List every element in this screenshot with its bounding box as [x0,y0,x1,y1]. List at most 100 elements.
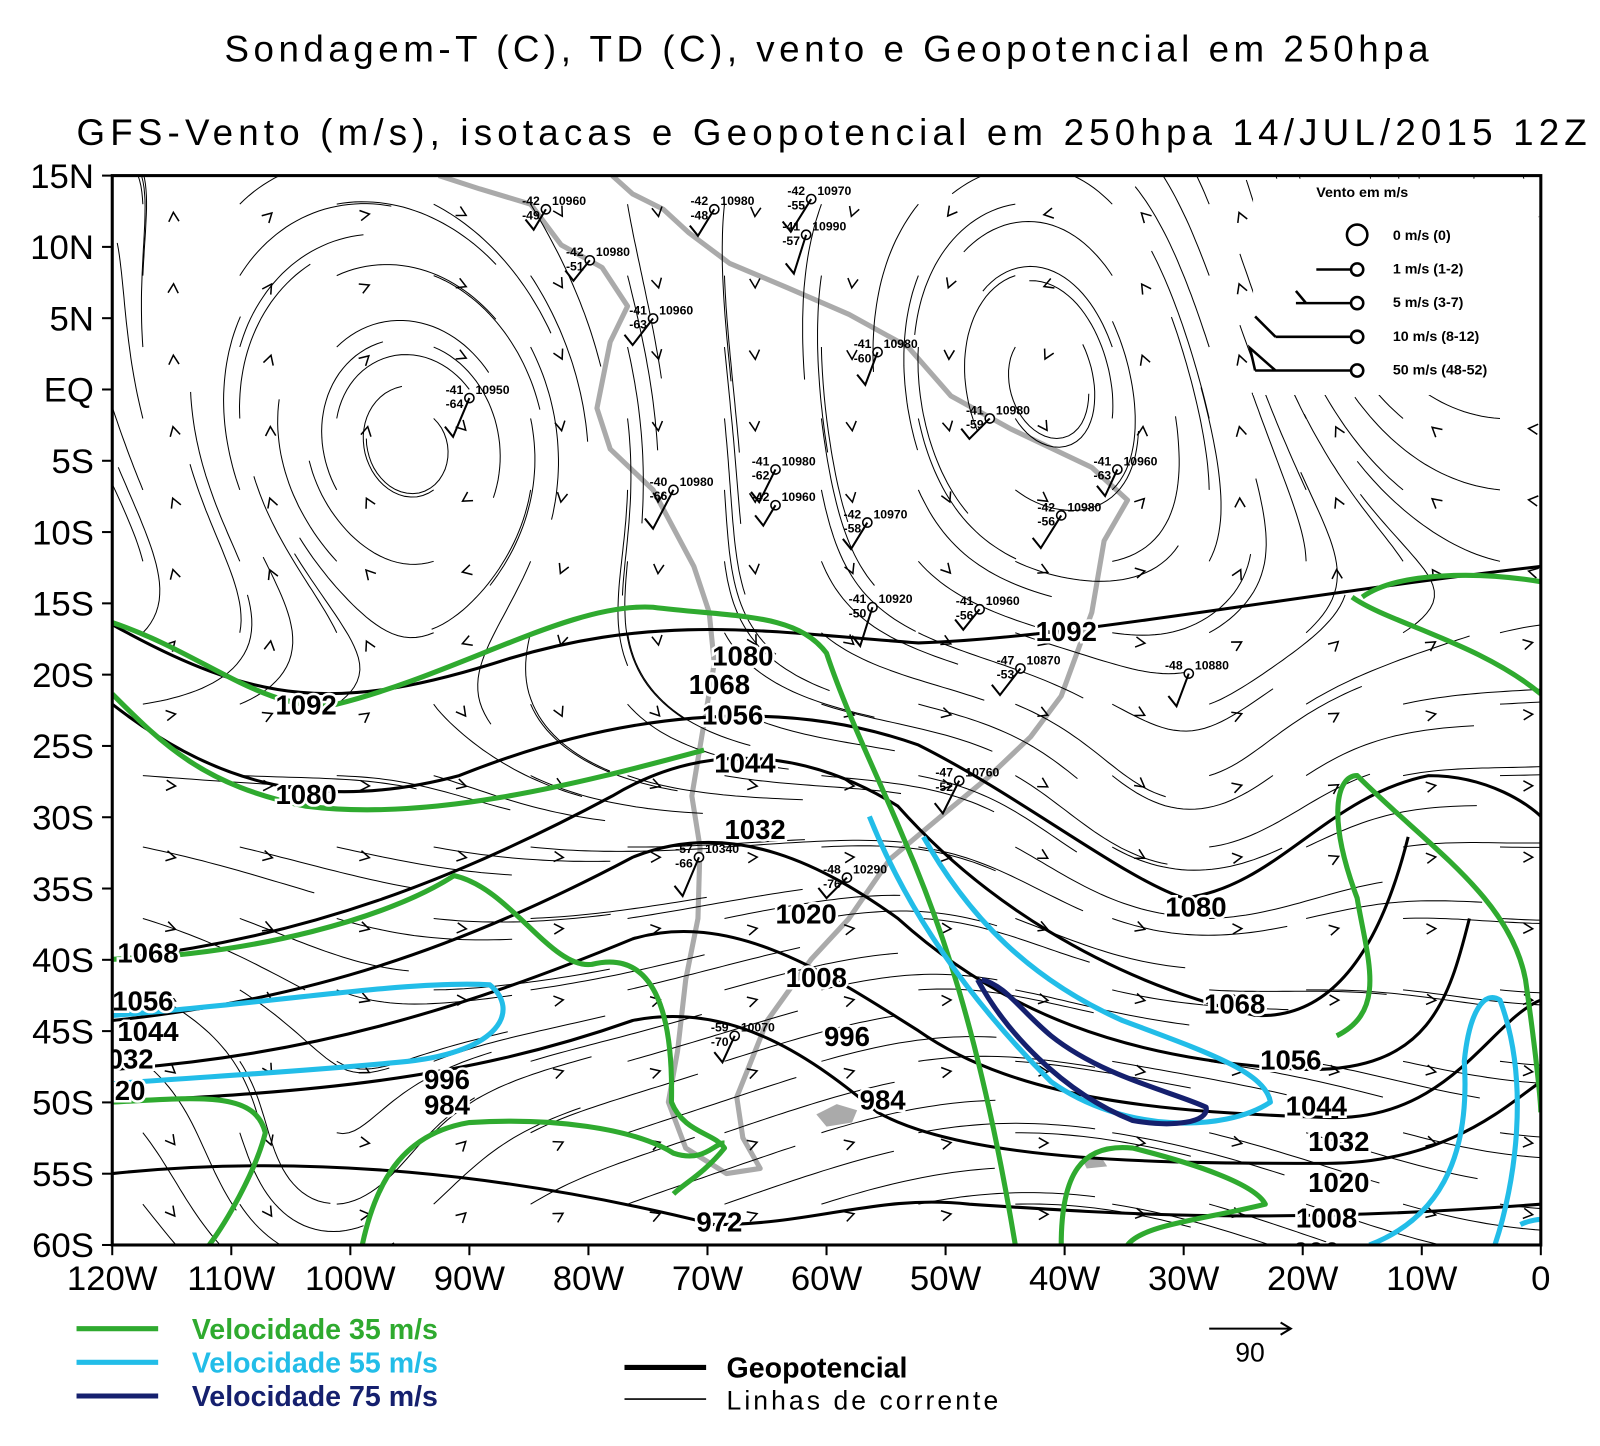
streamline [1112,989,1289,1011]
flow-arrow [1037,993,1050,1005]
streamline [627,1010,798,1062]
flow-arrow [843,924,856,936]
streamline [1029,280,1114,419]
station-temperature: -48 [1165,658,1183,672]
flow-arrow [455,419,467,432]
streamline [294,553,361,705]
flow-arrow [165,709,178,722]
flow-arrow [1235,425,1247,437]
flow-arrow [1334,425,1345,438]
streamline [433,1107,581,1205]
streamline [917,347,969,514]
flow-arrow [365,496,376,509]
flow-arrow [1136,425,1149,437]
flow-arrow [262,353,274,366]
streamline [1208,478,1267,634]
flow-arrow [746,1211,759,1223]
isotach-55 [112,981,506,1087]
station-temperature: -42 [690,194,708,208]
streamline [142,1203,177,1245]
flow-arrow [1134,992,1147,1005]
flow-arrow [261,211,273,224]
flow-arrow [1522,1136,1535,1148]
streamline [142,989,259,1117]
flow-arrow [1328,1135,1341,1147]
station-dewpoint: -64 [446,397,464,411]
flow-arrow [844,779,856,791]
flow-arrow [1236,353,1248,366]
station-temperature: -41 [446,383,464,397]
wind-barb [673,856,700,898]
station-height: 10980 [680,475,714,489]
streamline [1200,387,1222,562]
streamline [1499,1060,1541,1066]
streamline [627,204,662,379]
coastline [437,175,1131,1177]
contour-label: 032 [108,1043,154,1074]
flow-arrow [1134,1064,1147,1077]
flow-arrow [746,924,759,936]
wind-barb [842,522,869,551]
flow-arrow [843,996,856,1008]
flow-arrow [748,492,761,504]
flow-arrow [1232,993,1244,1006]
streamline [1015,1132,1191,1157]
streamline [918,1122,1096,1134]
streamline [1499,846,1541,848]
flow-arrow [1037,706,1050,718]
flow-arrow [844,562,855,575]
streamline [1403,917,1541,924]
flow-arrow [940,1210,953,1222]
flow-arrow [749,278,761,290]
flow-arrow [1134,567,1147,579]
streamline [627,775,803,801]
flow-arrow [1327,712,1340,723]
flow-arrow [164,921,177,933]
streamline [239,234,364,348]
flow-arrow [1134,920,1147,932]
station-circle [1349,295,1365,311]
station-height: 10980 [782,454,816,468]
flow-arrow [358,992,371,1004]
station-circle [1349,329,1365,345]
flow-arrow [1329,994,1341,1006]
streamline [723,346,742,524]
flow-arrow [651,420,664,433]
flow-arrow [552,1212,565,1223]
legend-label: Velocidade 75 m/s [192,1381,438,1413]
flow-arrow [1134,636,1147,648]
lon-label: 0 [1531,1260,1550,1298]
lat-label: 50S [32,1085,94,1123]
streamline [1499,624,1541,634]
streamline [433,1056,592,1134]
flow-arrow [455,349,468,360]
flow-arrow [651,206,663,218]
flow-arrow [1430,497,1443,509]
wind-key-title: Vento em m/s [1316,185,1408,201]
contour-label: 1068 [689,669,750,700]
streamline [530,275,589,442]
flow-arrow [358,354,370,367]
contour-label: 1044 [117,1016,179,1047]
lon-label: 80W [553,1260,625,1298]
streamline [433,846,611,862]
flow-arrow [1425,993,1438,1006]
arrowhead [1280,1321,1293,1336]
lon-label: 30W [1148,1260,1220,1298]
streamline [1499,701,1541,705]
streamline [1499,774,1541,777]
island [816,1104,1108,1169]
flow-arrow [1134,1136,1147,1148]
flow-arrow [359,209,371,222]
wind-barb [713,1035,736,1065]
flow-arrow [843,1067,856,1079]
wind-barb [851,606,874,649]
flow-arrow [456,850,468,862]
contour-label: 1020 [1308,1167,1369,1198]
flow-arrow [1425,852,1438,864]
flow-arrow [455,1211,467,1224]
flow-arrow [164,991,177,1003]
streamline [431,489,532,630]
flow-arrow [553,850,565,863]
streamline [308,460,434,565]
